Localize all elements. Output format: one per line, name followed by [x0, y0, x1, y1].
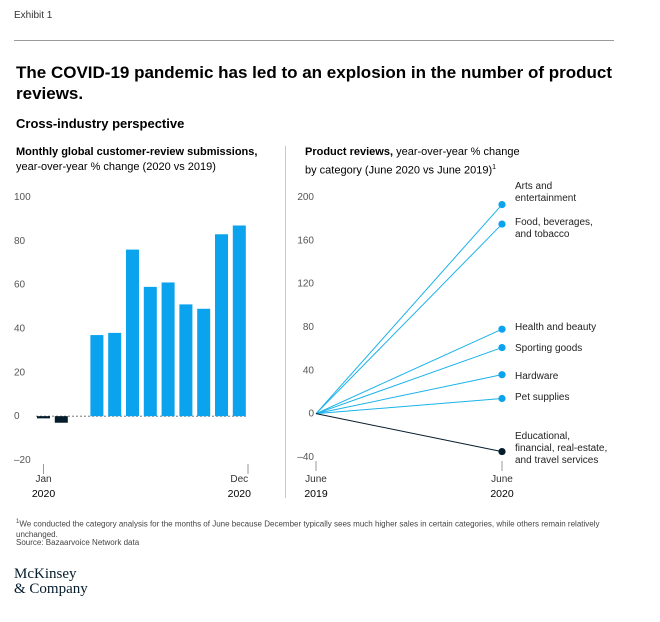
series-end-point [498, 200, 506, 209]
series-line [315, 398, 503, 415]
bar [197, 308, 211, 417]
chart-divider [285, 146, 286, 498]
bar [54, 416, 68, 423]
line-y-tick-label: 40 [303, 365, 315, 376]
right-chart-title-normal-line1: year-over-year % change [396, 146, 520, 158]
series-line [315, 413, 503, 453]
bar-y-tick-label: 60 [14, 280, 26, 291]
bar [215, 234, 228, 417]
line-y-tick-label: 120 [297, 279, 314, 290]
bar-y-tick-label: 0 [14, 411, 20, 422]
right-chart-title: Product reviews, year-over-year % change… [305, 145, 565, 179]
series-label: and travel services [515, 455, 598, 466]
bar-x-label-month: Dec [230, 474, 248, 485]
series-label: Educational, [515, 431, 570, 442]
series-line [315, 223, 503, 415]
line-y-tick-label: 200 [297, 192, 314, 203]
series-end-point [498, 447, 506, 456]
series-end-point [498, 394, 506, 403]
logo-line-2: & Company [14, 581, 88, 597]
footnote-text: We conducted the category analysis for t… [16, 519, 600, 539]
bar-y-tick-label: 20 [14, 367, 26, 378]
bar [37, 416, 50, 419]
series-end-point [498, 371, 506, 379]
bar-x-label-year: 2020 [228, 488, 252, 500]
bar-x-label-month: Jan [35, 474, 51, 485]
bar-chart: 100 80 60 40 20 0 –20 Jan 2020 Dec 2020 [14, 192, 251, 500]
series-label: Sporting goods [515, 343, 582, 354]
line-y-tick-label: 80 [303, 322, 315, 333]
series-label: Food, beverages, [515, 217, 593, 228]
bar [161, 282, 175, 417]
line-y-tick-label: 160 [297, 235, 314, 246]
bar [90, 335, 104, 417]
series-label: financial, real-estate, [515, 443, 607, 454]
footnote: 1We conducted the category analysis for … [16, 517, 636, 540]
bar-y-tick-label: 40 [14, 324, 26, 335]
line-y-tick-label: –40 [297, 452, 314, 463]
series-line [315, 374, 503, 415]
series-label: entertainment [515, 193, 576, 204]
series-line [315, 328, 503, 415]
series-label: Arts and [515, 181, 552, 192]
bar [108, 332, 122, 417]
series-line [315, 204, 503, 414]
mckinsey-logo: McKinsey & Company [14, 567, 88, 597]
bar-y-tick-label: –20 [14, 455, 31, 466]
logo-line-1: McKinsey [14, 566, 77, 582]
bar-x-label-year: 2020 [32, 488, 56, 500]
bar [232, 225, 246, 417]
headline: The COVID-19 pandemic has led to an expl… [16, 63, 613, 103]
left-chart-title: Monthly global customer-review submissio… [16, 145, 276, 175]
series-end-point [498, 343, 506, 352]
right-chart-title-bold: Product reviews, [305, 146, 394, 158]
source-note: Source: Bazaarvoice Network data [16, 538, 140, 547]
bar [126, 249, 139, 417]
left-chart-title-bold: Monthly global customer-review submissio… [16, 146, 258, 158]
series-label: Health and beauty [515, 322, 596, 333]
bar [179, 304, 193, 417]
line-x-label-month: June [491, 474, 513, 485]
series-end-point [498, 220, 506, 228]
left-chart-title-normal: year-over-year % change (2020 vs 2019) [16, 161, 216, 173]
right-chart-title-footnote-mark: 1 [492, 164, 497, 171]
line-y-tick-label: 0 [308, 409, 314, 420]
bar-y-tick-label: 100 [14, 192, 31, 203]
right-chart-title-normal-line2: by category (June 2020 vs June 2019) [305, 164, 493, 177]
exhibit-label: Exhibit 1 [14, 10, 53, 21]
line-x-label-year: 2019 [304, 488, 328, 500]
bar [143, 286, 157, 417]
subhead: Cross-industry perspective [16, 116, 185, 131]
bar-y-tick-label: 80 [14, 236, 26, 247]
series-label: and tobacco [515, 229, 570, 240]
top-divider [14, 40, 614, 41]
footnote-mark: 1 [16, 519, 20, 525]
series-end-point [498, 325, 506, 333]
line-x-label-year: 2020 [490, 488, 514, 500]
series-label: Pet supplies [515, 392, 569, 403]
line-x-label-month: June [305, 474, 327, 485]
series-label: Hardware [515, 371, 559, 382]
series-line [315, 347, 503, 415]
